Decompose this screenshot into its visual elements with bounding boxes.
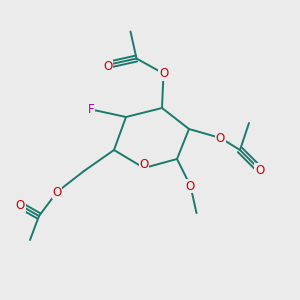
Text: O: O	[140, 158, 148, 171]
Text: O: O	[186, 179, 195, 193]
Text: O: O	[159, 67, 168, 80]
Text: O: O	[16, 199, 25, 212]
Text: F: F	[88, 103, 95, 116]
Text: O: O	[255, 164, 264, 177]
Text: O: O	[103, 59, 112, 73]
Text: O: O	[216, 131, 225, 145]
Text: O: O	[52, 185, 62, 199]
